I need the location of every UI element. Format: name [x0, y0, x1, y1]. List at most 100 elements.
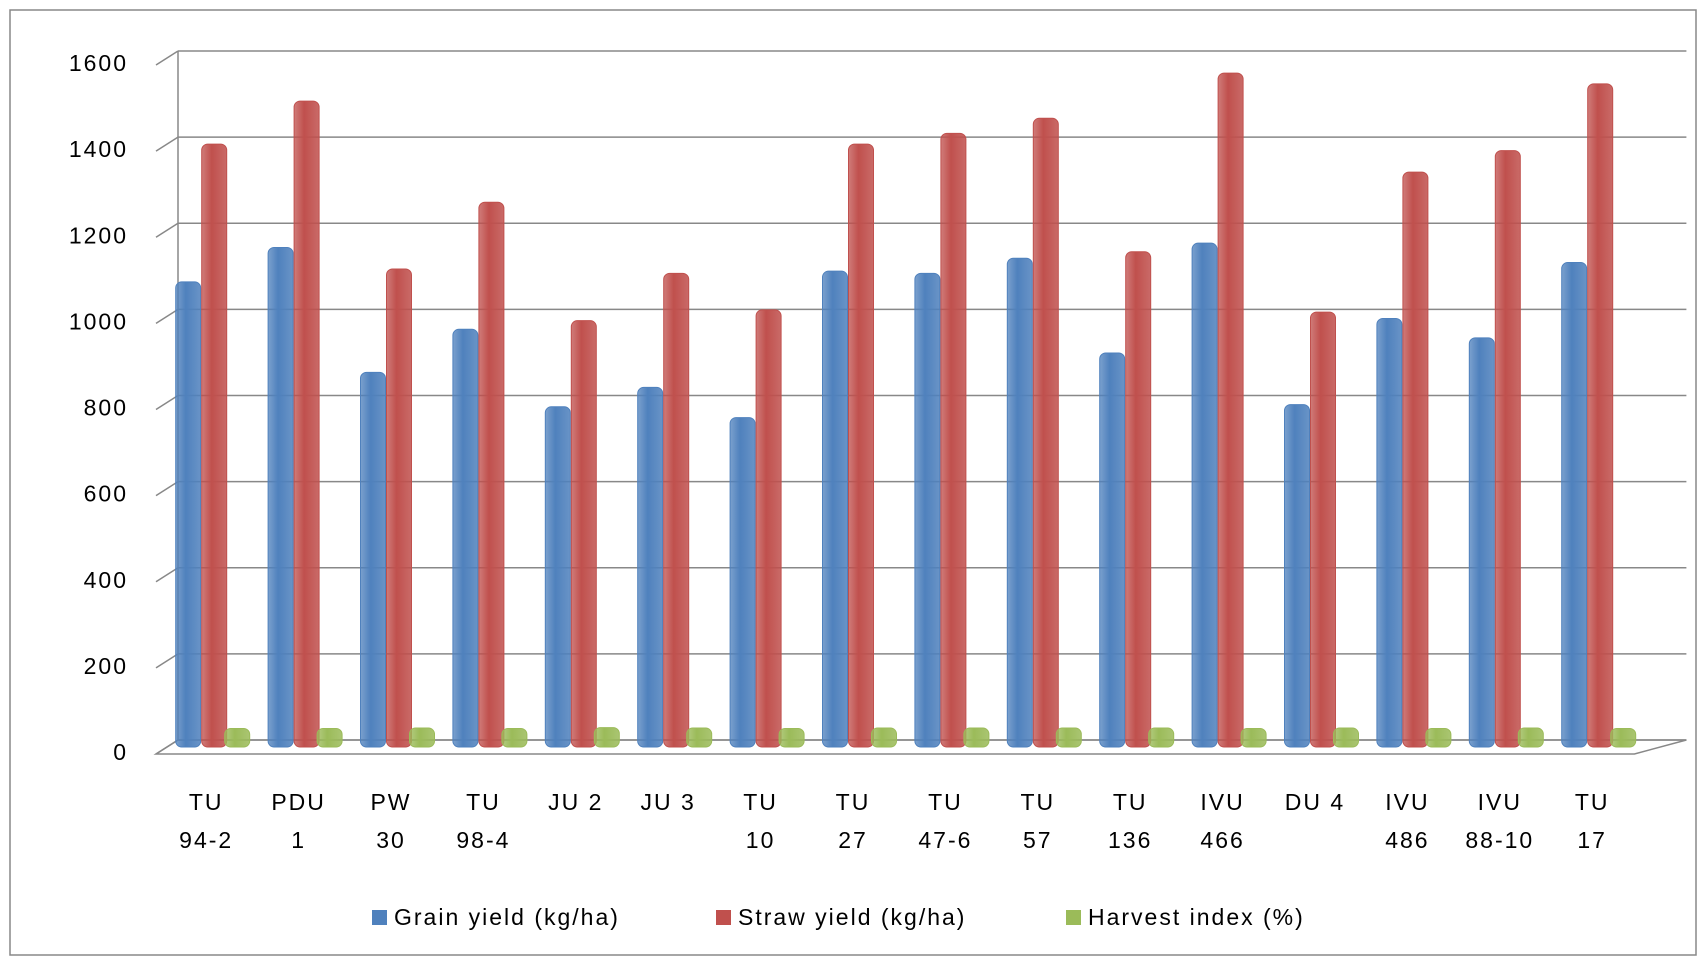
bar [686, 727, 713, 748]
bar [1425, 727, 1452, 748]
x-tick-label: 136 [1108, 827, 1152, 853]
bar [778, 727, 805, 748]
legend-label: Straw yield (kg/ha) [738, 904, 966, 930]
bar [848, 143, 874, 748]
bar [729, 417, 756, 748]
y-tick-label: 1400 [69, 136, 128, 162]
x-tick-label: PW [370, 789, 411, 815]
x-tick-label: TU [1020, 789, 1055, 815]
bar [1099, 352, 1126, 748]
bar [293, 100, 320, 748]
bar [360, 371, 386, 748]
x-tick-label: 17 [1577, 827, 1607, 853]
x-tick-label: JU 3 [641, 789, 696, 815]
grid-line-side [155, 50, 179, 66]
bar [452, 328, 479, 748]
y-tick-label: 800 [84, 395, 128, 421]
x-tick-label: 1 [291, 827, 306, 853]
bar [316, 727, 343, 748]
x-tick-label: TU [928, 789, 963, 815]
bar [501, 727, 528, 748]
bar [1333, 727, 1359, 748]
grid-line-side [155, 653, 179, 669]
bar [755, 309, 782, 748]
x-tick-label: JU 2 [548, 789, 603, 815]
x-tick-label: 98-4 [456, 827, 510, 853]
bar [386, 268, 412, 748]
grid-line-side [155, 567, 179, 583]
bar [224, 727, 251, 748]
legend-swatch [1066, 910, 1081, 925]
bar [822, 270, 848, 748]
bar [1610, 727, 1637, 748]
floor [153, 739, 1687, 755]
bar [201, 143, 228, 748]
x-tick-label: IVU [1200, 789, 1244, 815]
bar [1468, 337, 1495, 748]
bar [1006, 257, 1033, 748]
legend-label: Grain yield (kg/ha) [394, 904, 620, 930]
x-tick-label: TU [836, 789, 871, 815]
bar [637, 386, 664, 748]
grid-line-side [155, 136, 179, 152]
x-tick-label: TU [189, 789, 224, 815]
bar [1240, 727, 1267, 748]
x-tick-label: IVU [1385, 789, 1429, 815]
x-tick-label: PDU [271, 789, 326, 815]
y-tick-label: 1000 [69, 308, 128, 334]
bar [1148, 727, 1175, 748]
x-tick-label: 466 [1200, 827, 1244, 853]
x-tick-label: TU [1113, 789, 1148, 815]
y-tick-label: 400 [84, 567, 128, 593]
legend-label: Harvest index (%) [1088, 904, 1305, 930]
bar [570, 320, 597, 748]
bar [1125, 251, 1152, 748]
bar [409, 727, 435, 748]
x-tick-label: 27 [838, 827, 868, 853]
x-tick-label: 486 [1385, 827, 1429, 853]
bar [914, 272, 941, 748]
bar [593, 727, 620, 748]
x-tick-label: TU [466, 789, 501, 815]
y-tick-label: 600 [84, 481, 128, 507]
bar [478, 201, 505, 748]
legend-swatch [372, 910, 387, 925]
x-tick-label: 47-6 [918, 827, 972, 853]
bar [1284, 404, 1310, 748]
bar [1376, 318, 1403, 748]
x-tick-label: 10 [746, 827, 776, 853]
bar [1517, 727, 1544, 748]
bar [1494, 150, 1521, 748]
bar [1310, 311, 1336, 748]
bar [1032, 117, 1059, 748]
x-tick-label: TU [743, 789, 778, 815]
x-tick-label: 57 [1023, 827, 1053, 853]
grid-line-side [155, 394, 179, 411]
bar [663, 272, 690, 748]
bar [544, 406, 571, 748]
x-tick-label: 94-2 [179, 827, 233, 853]
bar [1587, 83, 1614, 748]
bar [175, 281, 202, 748]
bar [267, 246, 294, 748]
bar [1055, 727, 1082, 748]
grid-line-side [155, 480, 179, 497]
x-tick-label: DU 4 [1285, 789, 1345, 815]
grid-line-side [155, 308, 179, 325]
x-tick-label: TU [1575, 789, 1610, 815]
x-tick-label: 30 [376, 827, 406, 853]
bar [940, 132, 967, 748]
legend-swatch [716, 910, 731, 925]
y-tick-label: 1600 [69, 50, 128, 76]
y-tick-label: 200 [84, 653, 128, 679]
y-tick-label: 0 [113, 739, 128, 765]
bar [1217, 72, 1244, 748]
bar [1561, 262, 1588, 748]
bar [871, 727, 897, 748]
y-tick-label: 1200 [69, 222, 128, 248]
bar [1191, 242, 1218, 748]
x-tick-label: IVU [1478, 789, 1522, 815]
bar [963, 727, 990, 748]
x-tick-label: 88-10 [1465, 827, 1534, 853]
